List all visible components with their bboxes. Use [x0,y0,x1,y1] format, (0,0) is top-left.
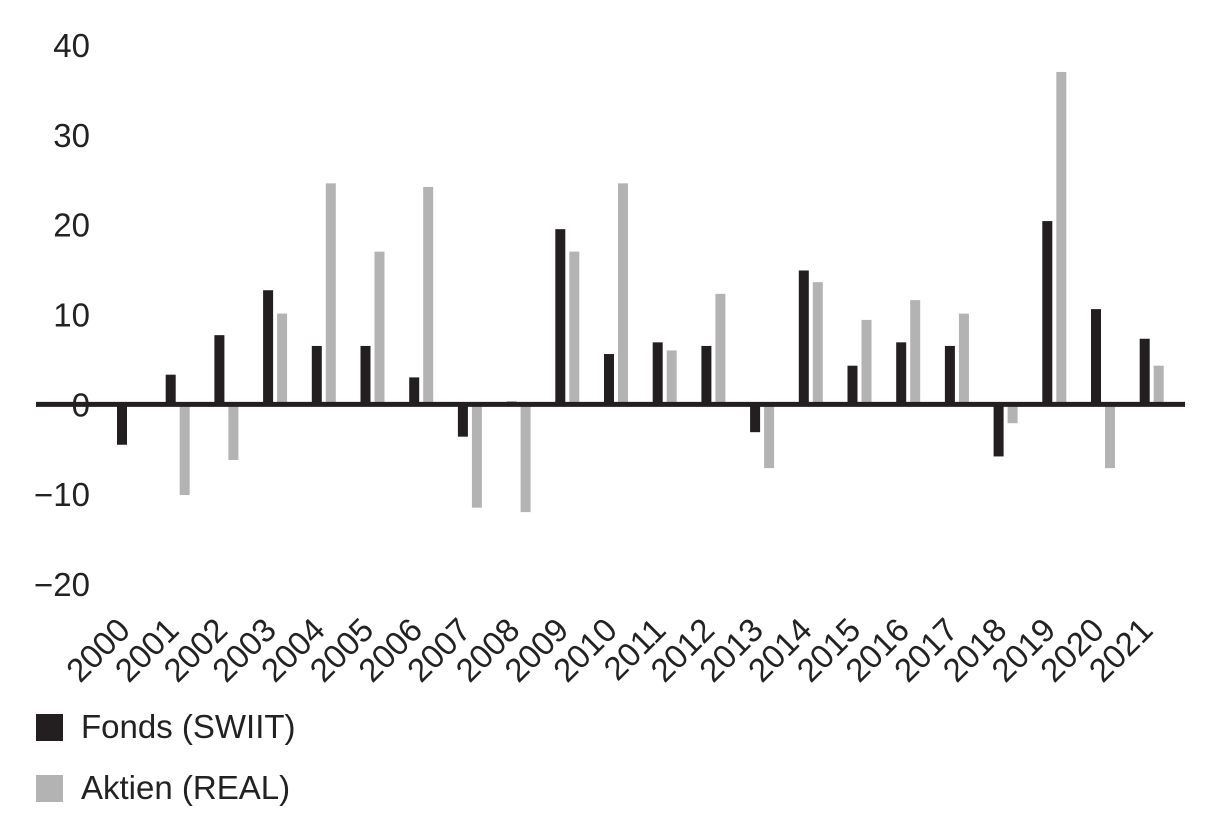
legend-item-aktien: Aktien (REAL) [36,769,296,806]
bar-fonds-2004 [311,345,322,405]
bar-aktien-2013 [764,404,775,469]
bar-fonds-2010 [604,354,614,405]
bar-fonds-2015 [847,365,858,405]
y-tick-label: 20 [53,207,90,244]
bar-aktien-2020 [1105,404,1115,469]
bar-aktien-2014 [812,282,823,405]
x-axis-tick-labels: 2000200120022003200420052006200720082009… [59,611,1160,689]
y-tick-label: −10 [34,476,90,513]
bar-fonds-2017 [944,345,955,405]
y-tick-label: −20 [34,566,90,603]
bar-fonds-2007 [457,404,468,437]
bar-fonds-2006 [409,377,420,405]
bar-fonds-2003 [263,290,274,405]
bar-aktien-2017 [958,313,969,405]
bar-fonds-2011 [652,342,663,405]
bar-aktien-2008 [520,404,531,513]
bar-fonds-2002 [214,335,225,405]
bar-aktien-2019 [1056,71,1067,405]
bar-fonds-2012 [701,345,712,405]
bar-fonds-2009 [555,229,566,405]
bar-aktien-2016 [910,300,921,405]
bar-fonds-2018 [993,404,1004,457]
bar-aktien-2006 [423,186,434,405]
bar-aktien-2001 [179,404,190,496]
bar-fonds-2014 [798,270,809,405]
bar-aktien-2002 [228,404,239,461]
bar-aktien-2009 [569,251,580,405]
legend-swatch-aktien [36,774,63,802]
bar-fonds-2013 [750,404,761,433]
bar-aktien-2007 [471,404,482,508]
bar-aktien-2005 [374,251,385,405]
y-tick-label: 40 [53,27,90,64]
bar-aktien-2018 [1007,404,1018,424]
bar-aktien-2015 [861,319,872,405]
bar-aktien-2003 [277,313,288,405]
bar-aktien-2010 [618,183,628,405]
bar-fonds-2021 [1139,338,1150,405]
bar-aktien-2004 [325,183,336,405]
legend-item-fonds: Fonds (SWIIT) [36,708,296,745]
bar-fonds-2001 [165,374,176,405]
bar-fonds-2000 [117,404,127,445]
bar-fonds-2019 [1042,221,1053,405]
y-tick-label: 30 [53,117,90,154]
bar-fonds-2005 [360,345,371,405]
legend-swatch-fonds [36,713,63,741]
bar-aktien-2021 [1153,365,1164,405]
bars [117,71,1164,513]
legend: Fonds (SWIIT) Aktien (REAL) [36,708,296,834]
legend-label-fonds: Fonds (SWIIT) [81,708,296,745]
y-axis-tick-labels: 403020100−10−20 [34,27,90,603]
bar-fonds-2016 [896,342,907,405]
y-tick-label: 10 [53,297,90,334]
bar-chart: 403020100−10−20 200020012002200320042005… [34,27,1185,689]
bar-aktien-2011 [666,350,677,405]
bar-aktien-2012 [715,293,726,405]
bar-fonds-2020 [1091,309,1101,405]
legend-label-aktien: Aktien (REAL) [81,769,291,806]
